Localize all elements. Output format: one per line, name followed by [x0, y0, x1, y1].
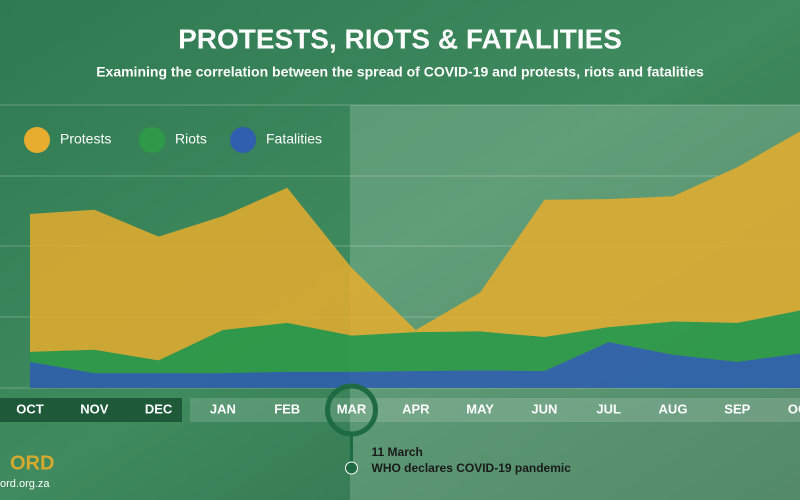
x-tick-label: AUG — [659, 401, 688, 416]
x-tick-label: APR — [402, 401, 430, 416]
areas — [30, 131, 800, 388]
label-band — [0, 398, 182, 422]
annotation-dot — [345, 461, 358, 475]
x-tick-label: DEC — [145, 401, 173, 416]
logo: ORD — [10, 452, 54, 474]
chart-title: PROTESTS, RIOTS & FATALITIES — [178, 23, 622, 54]
label-band — [190, 398, 800, 422]
area — [30, 131, 800, 361]
footer-url: ord.org.za — [0, 478, 50, 490]
x-tick-label: OCT — [16, 401, 44, 416]
area — [30, 310, 800, 374]
legend-swatch — [230, 127, 256, 153]
x-tick-label: FEB — [274, 401, 300, 416]
legend-label: Fatalities — [266, 131, 322, 147]
x-tick-label: MAY — [466, 401, 494, 416]
legend-label: Protests — [60, 131, 111, 147]
legend-label: Riots — [175, 131, 207, 147]
chart-subtitle: Examining the correlation between the sp… — [96, 64, 704, 80]
area — [30, 342, 800, 388]
x-tick-label: SEP — [724, 401, 750, 416]
x-tick-label: JUN — [531, 401, 557, 416]
x-tick-label: JAN — [210, 401, 236, 416]
x-tick-label: MAR — [337, 401, 367, 416]
annotation-date: 11 March — [372, 445, 423, 459]
legend-swatch — [24, 127, 50, 153]
x-tick-label: OCT — [788, 401, 800, 416]
x-tick-label: NOV — [80, 401, 109, 416]
annotation-text: WHO declares COVID-19 pandemic — [372, 461, 572, 475]
x-tick-label: JUL — [596, 401, 621, 416]
legend-swatch — [139, 127, 165, 153]
